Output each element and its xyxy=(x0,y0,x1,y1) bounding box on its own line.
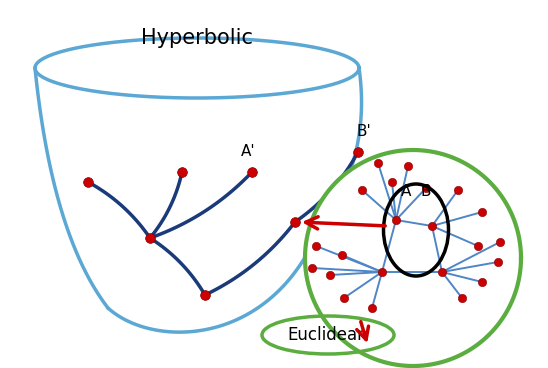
Circle shape xyxy=(305,150,521,366)
Text: A: A xyxy=(401,184,411,199)
Text: Euclidean: Euclidean xyxy=(288,326,368,344)
Text: Hyperbolic: Hyperbolic xyxy=(141,28,253,48)
Text: B': B' xyxy=(357,124,372,139)
Text: B: B xyxy=(421,184,431,199)
Text: A': A' xyxy=(241,144,255,159)
